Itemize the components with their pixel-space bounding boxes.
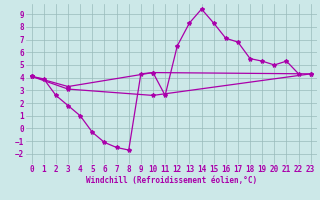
X-axis label: Windchill (Refroidissement éolien,°C): Windchill (Refroidissement éolien,°C) — [86, 176, 257, 185]
